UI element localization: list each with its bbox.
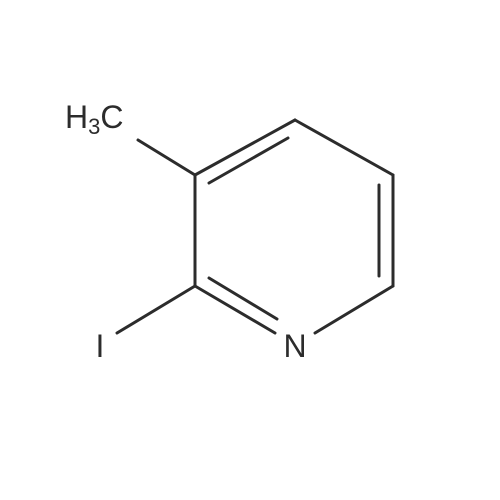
bond-c3-c4-outer [195, 120, 295, 175]
molecule-diagram: N H3C I [0, 0, 500, 500]
iodine-label: I [96, 328, 105, 364]
bond-c2-iodine [117, 286, 195, 333]
bond-c6-N [315, 286, 393, 333]
methyl-label: H3C [65, 99, 123, 139]
bond-c3-methyl [138, 140, 195, 175]
atom-label-nitrogen: N [283, 328, 306, 364]
bond-c4-c5 [295, 120, 393, 175]
